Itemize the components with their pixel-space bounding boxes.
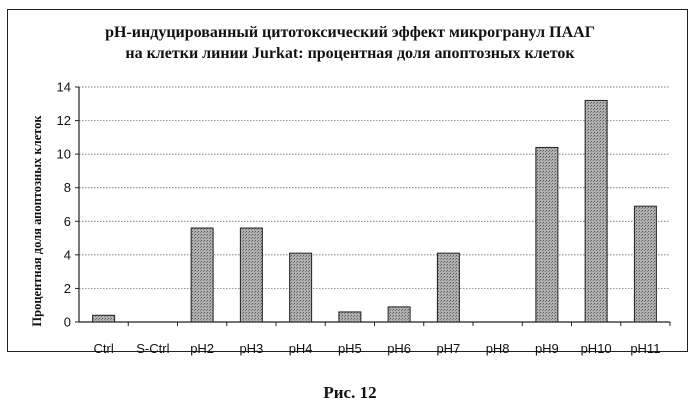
bar-ph11 bbox=[634, 206, 656, 322]
y-tick-label: 0 bbox=[64, 315, 71, 330]
x-tick-label: Ctrl bbox=[94, 341, 114, 356]
x-tick-label: pH10 bbox=[581, 341, 612, 356]
x-tick-label: pH6 bbox=[387, 341, 411, 356]
figure-caption: Рис. 12 bbox=[0, 383, 700, 403]
bar-ph6 bbox=[388, 307, 410, 322]
bar-ph9 bbox=[536, 147, 558, 322]
y-tick-label: 4 bbox=[64, 247, 71, 262]
bar-ph2 bbox=[191, 228, 213, 322]
y-tick-label: 8 bbox=[64, 180, 71, 195]
bar-ph3 bbox=[240, 228, 262, 322]
bar-ph10 bbox=[585, 100, 607, 322]
bar-ctrl bbox=[93, 315, 115, 322]
x-tick-label: pH7 bbox=[436, 341, 460, 356]
x-tick-label: pH5 bbox=[338, 341, 362, 356]
y-tick-label: 6 bbox=[64, 214, 71, 229]
y-tick-label: 2 bbox=[64, 281, 71, 296]
x-tick-label: pH3 bbox=[239, 341, 263, 356]
bar-ph7 bbox=[437, 253, 459, 322]
y-tick-label: 12 bbox=[57, 113, 71, 128]
y-tick-label: 10 bbox=[57, 147, 71, 162]
x-tick-label: S-Ctrl bbox=[136, 341, 169, 356]
bar-ph5 bbox=[339, 312, 361, 322]
y-tick-label: 14 bbox=[57, 80, 71, 95]
x-tick-label: pH9 bbox=[535, 341, 559, 356]
bar-ph4 bbox=[290, 253, 312, 322]
x-tick-label: pH11 bbox=[630, 341, 660, 356]
x-tick-label: pH8 bbox=[486, 341, 510, 356]
x-tick-label: pH2 bbox=[190, 341, 214, 356]
x-tick-label: pH4 bbox=[289, 341, 313, 356]
